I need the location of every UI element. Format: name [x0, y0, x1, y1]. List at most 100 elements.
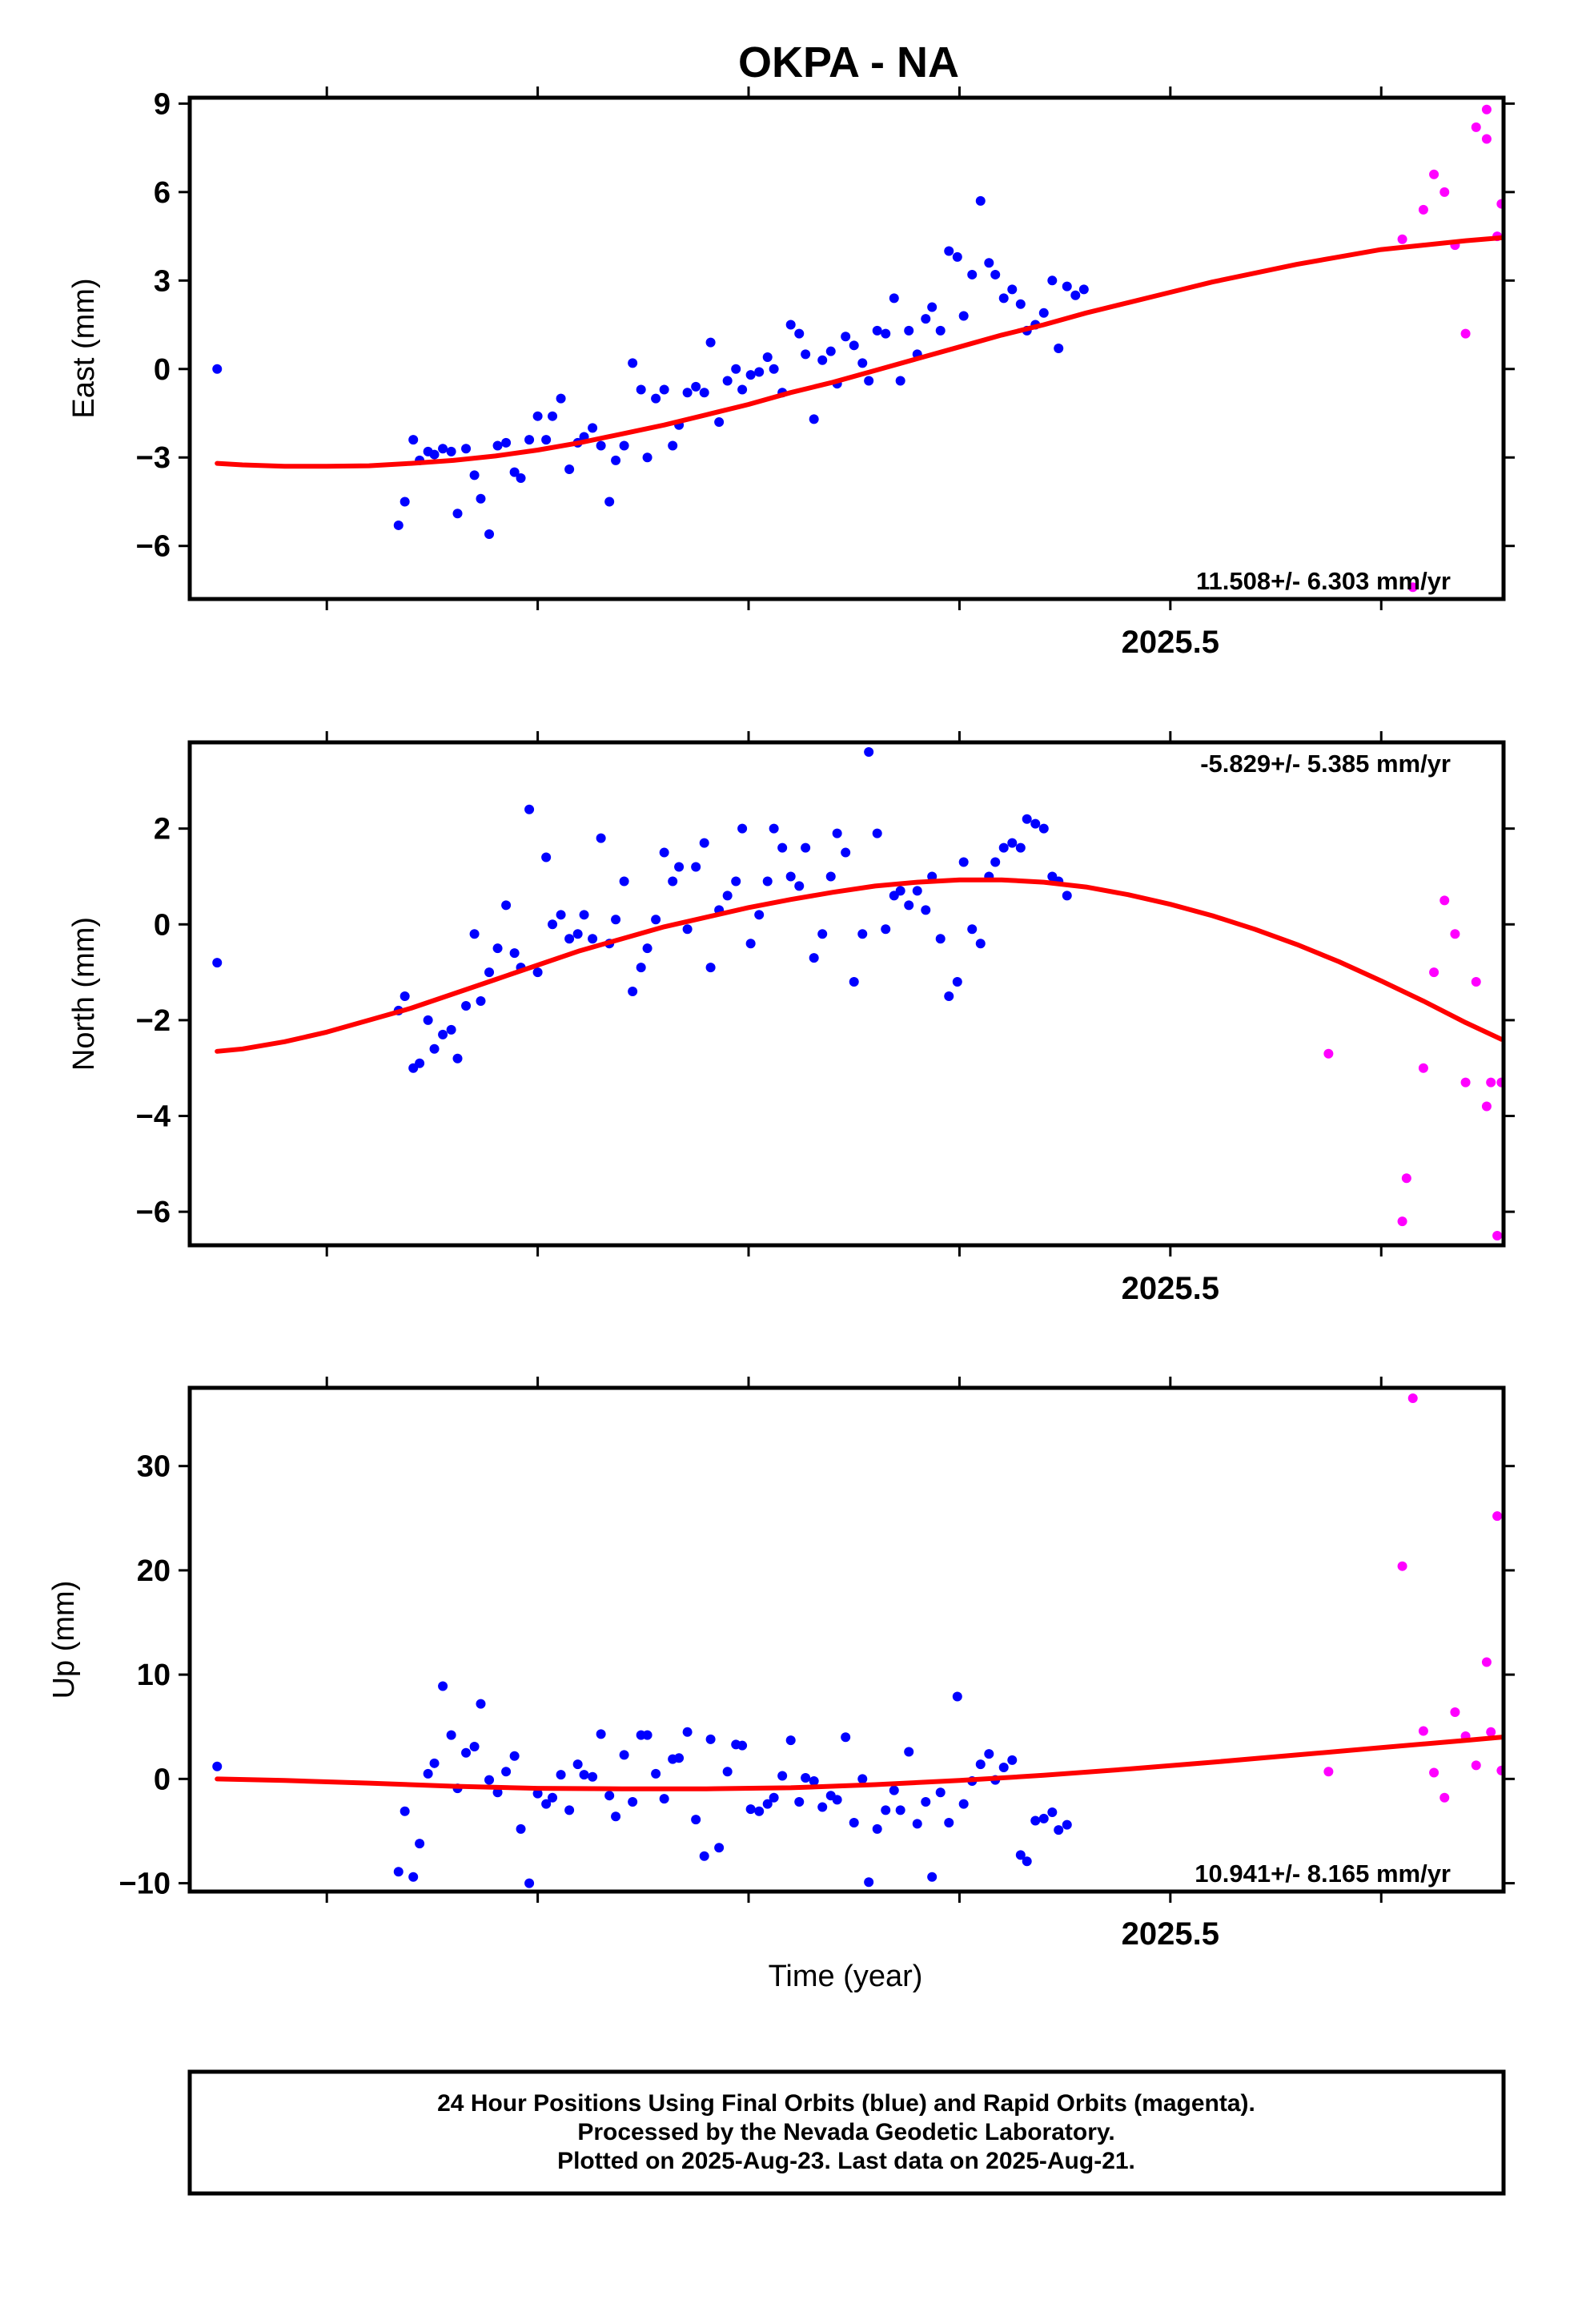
final-orbit-point: [516, 473, 526, 484]
rapid-orbit-point: [1407, 1393, 1418, 1404]
panel-north: −6 −4 −2 0 2 2025.5 North (mm) -5.829+/- 5.385 …: [67, 0, 1515, 1306]
final-orbit-point: [691, 381, 701, 392]
final-orbit-point: [1142, 0, 1152, 5]
final-orbit-point: [1070, 0, 1080, 5]
final-orbit-point: [722, 1767, 733, 1777]
final-orbit-point: [817, 355, 828, 365]
final-orbit-point: [400, 1806, 410, 1816]
final-orbit-point: [1134, 0, 1143, 5]
final-orbit-point: [461, 1000, 472, 1011]
final-orbit-point: [532, 967, 543, 978]
final-orbit-point: [548, 919, 558, 930]
final-orbit-point: [841, 332, 851, 342]
final-orbit-point: [841, 1732, 851, 1743]
final-orbit-point: [841, 847, 851, 858]
final-orbit-point: [541, 852, 552, 862]
final-orbit-point: [912, 886, 922, 896]
final-orbit-point: [1166, 0, 1175, 5]
final-orbit-point: [1174, 0, 1183, 5]
final-orbit-point: [604, 1791, 615, 1801]
final-orbit-point: [611, 455, 621, 465]
rapid-orbit-point: [1323, 1048, 1334, 1059]
final-orbit-point: [682, 924, 693, 935]
final-orbit-point: [1299, 0, 1308, 5]
rapid-orbit-point: [1397, 234, 1407, 244]
final-orbit-point: [1174, 0, 1183, 5]
final-orbit-point: [967, 269, 978, 279]
final-orbit-point: [438, 1681, 448, 1691]
final-orbit-point: [429, 449, 440, 460]
y-tick-label: 6: [154, 176, 171, 210]
final-orbit-point: [541, 1799, 552, 1809]
final-orbit-point: [921, 905, 931, 915]
rapid-orbit-point: [1481, 134, 1492, 144]
fit-curve: [215, 1735, 1504, 1791]
final-orbit-point: [636, 384, 646, 395]
final-orbit-point: [682, 1727, 693, 1737]
final-orbit-point: [415, 1839, 425, 1849]
final-orbit-point: [1189, 0, 1199, 5]
final-orbit-point: [1142, 0, 1152, 5]
final-orbit-point: [1038, 823, 1049, 834]
fit-curve: [215, 877, 1504, 1054]
final-orbit-point: [754, 1806, 765, 1816]
final-orbit-point: [952, 1691, 962, 1702]
final-orbit-point: [935, 325, 946, 336]
final-orbit-point: [1220, 0, 1230, 5]
y-tick-label: 9: [154, 87, 171, 121]
final-orbit-point: [1252, 0, 1262, 5]
final-orbit-point: [1054, 1825, 1064, 1835]
chart-panels: −6 −3 0 3 6 9 2025.5 East (mm) 11.508+/- 6.303 m…: [47, 0, 1515, 1952]
final-orbit-point: [762, 352, 773, 363]
final-orbit-point: [1220, 0, 1230, 5]
final-orbit-point: [509, 948, 520, 959]
final-orbit-point: [1275, 0, 1285, 5]
final-orbit-point: [642, 1730, 652, 1740]
final-orbit-point: [476, 995, 486, 1006]
y-tick-label: −4: [136, 1100, 171, 1134]
final-orbit-point: [1206, 0, 1215, 5]
final-orbit-point: [958, 311, 969, 321]
final-orbit-point: [651, 1768, 661, 1779]
final-orbit-point: [737, 823, 748, 834]
final-orbit-point: [438, 1029, 448, 1039]
final-orbit-point: [975, 195, 986, 206]
final-orbit-point: [1292, 0, 1302, 5]
rapid-orbit-point: [1429, 169, 1439, 179]
y-tick-label: 0: [154, 1763, 171, 1796]
final-orbit-point: [1030, 1815, 1041, 1826]
rapid-orbit-point: [1481, 1657, 1492, 1667]
rate-label: -5.829+/- 5.385 mm/yr: [1200, 750, 1451, 778]
final-orbit-point: [579, 1770, 589, 1780]
final-orbit-point: [516, 1823, 526, 1834]
final-orbit-point: [1047, 1807, 1058, 1818]
final-orbit-point: [1157, 0, 1166, 5]
final-orbit-point: [809, 953, 819, 963]
final-orbit-point: [1102, 0, 1112, 5]
final-orbit-point: [469, 1741, 480, 1751]
final-orbit-point: [998, 842, 1009, 853]
final-orbit-point: [659, 847, 669, 858]
final-orbit-point: [1015, 1850, 1026, 1860]
y-axis-label: Up (mm): [47, 1581, 81, 1699]
final-orbit-point: [1269, 0, 1279, 5]
y-axis-label: East (mm): [67, 278, 101, 418]
final-orbit-point: [809, 1775, 819, 1786]
final-orbit-point: [1180, 0, 1190, 5]
final-orbit-point: [872, 828, 882, 838]
final-orbit-point: [745, 1804, 756, 1815]
final-orbit-point: [1149, 0, 1158, 5]
final-orbit-point: [1229, 0, 1239, 5]
rate-label: 11.508+/- 6.303 mm/yr: [1196, 567, 1451, 595]
final-orbit-point: [1149, 0, 1158, 5]
final-orbit-point: [731, 876, 741, 887]
final-orbit-point: [777, 842, 788, 853]
final-orbit-point: [1102, 0, 1112, 5]
final-orbit-point: [524, 435, 535, 445]
final-orbit-point: [1149, 0, 1158, 5]
final-orbit-point: [429, 1043, 440, 1054]
final-orbit-point: [849, 340, 859, 351]
final-orbit-point: [651, 393, 661, 404]
final-orbit-point: [469, 470, 480, 480]
final-orbit-point: [619, 440, 629, 451]
